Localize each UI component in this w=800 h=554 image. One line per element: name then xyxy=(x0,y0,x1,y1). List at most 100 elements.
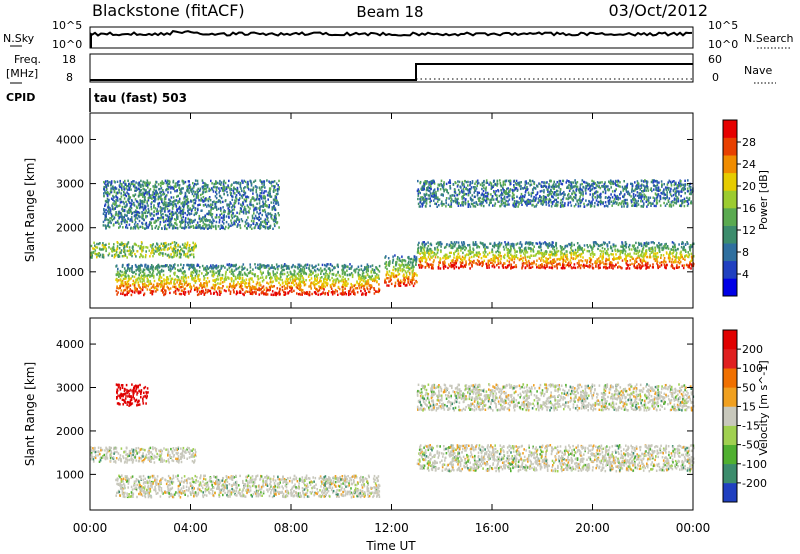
range-cell xyxy=(208,211,210,215)
range-cell xyxy=(202,188,205,191)
range-cell xyxy=(327,293,329,296)
range-cell xyxy=(190,253,193,256)
range-cell xyxy=(621,259,624,262)
range-cell xyxy=(362,276,365,279)
range-cell xyxy=(237,191,240,195)
range-cell xyxy=(504,262,506,265)
range-cell xyxy=(546,262,548,265)
range-cell xyxy=(124,277,126,280)
range-cell xyxy=(196,290,199,293)
range-cell xyxy=(623,248,626,251)
range-cell xyxy=(270,201,273,204)
range-cell xyxy=(415,279,417,283)
range-cell xyxy=(268,187,271,190)
range-cell xyxy=(182,271,185,274)
range-cell xyxy=(120,212,122,215)
range-cell xyxy=(251,216,254,220)
range-cell xyxy=(257,267,260,270)
range-cell xyxy=(319,276,322,280)
range-cell xyxy=(153,274,155,278)
range-cell xyxy=(354,268,356,271)
range-cell xyxy=(269,273,271,276)
range-cell xyxy=(122,273,125,277)
range-cell xyxy=(260,287,262,291)
range-cell xyxy=(243,267,245,270)
range-cell xyxy=(566,250,568,253)
range-cell xyxy=(395,275,398,278)
range-cell xyxy=(351,273,354,277)
range-cell xyxy=(515,243,518,246)
range-cell xyxy=(581,247,583,250)
range-cell xyxy=(221,226,224,229)
range-cell xyxy=(411,273,414,276)
range-cell xyxy=(125,286,128,289)
range-cell xyxy=(241,219,244,223)
range-cell xyxy=(263,182,265,185)
range-cell xyxy=(226,285,228,289)
range-cell xyxy=(457,241,460,244)
range-cell xyxy=(421,259,423,263)
range-cell xyxy=(199,290,201,293)
range-cell xyxy=(91,251,93,254)
range-cell xyxy=(199,220,201,223)
range-cell xyxy=(528,241,531,244)
range-cell xyxy=(169,270,172,273)
range-cell xyxy=(190,274,192,277)
range-cell xyxy=(378,283,380,286)
range-cell xyxy=(266,293,269,296)
range-cell xyxy=(342,266,344,270)
range-cell xyxy=(348,273,351,276)
range-cell xyxy=(105,243,107,246)
range-cell xyxy=(117,214,120,218)
range-cell xyxy=(568,261,570,265)
range-cell xyxy=(124,179,126,183)
range-cell xyxy=(221,220,224,223)
range-cell xyxy=(344,273,346,276)
cpid-mode: tau (fast) 503 xyxy=(94,91,187,105)
range-cell xyxy=(229,282,231,286)
range-cell xyxy=(331,293,334,296)
range-cell xyxy=(193,220,195,223)
range-cell xyxy=(127,185,129,188)
range-cell xyxy=(167,201,169,205)
range-cell xyxy=(168,182,170,186)
range-cell xyxy=(155,185,157,189)
range-cell xyxy=(407,275,410,279)
range-cell xyxy=(582,250,584,253)
range-cell xyxy=(520,254,522,257)
range-cell xyxy=(184,246,186,249)
range-cell xyxy=(174,211,177,214)
range-cell xyxy=(155,180,158,184)
range-cell xyxy=(662,261,665,264)
range-cell xyxy=(602,261,604,264)
range-cell xyxy=(274,224,276,228)
range-cell xyxy=(259,207,261,210)
range-cell xyxy=(570,249,573,252)
range-cell xyxy=(244,285,247,288)
range-cell xyxy=(256,217,259,220)
range-cell xyxy=(211,224,213,228)
range-cell xyxy=(305,279,307,282)
range-cell xyxy=(640,254,643,258)
range-cell xyxy=(592,245,595,248)
range-cell xyxy=(168,201,171,205)
range-cell xyxy=(186,255,189,258)
range-cell xyxy=(238,291,241,294)
range-cell xyxy=(388,280,390,283)
range-cell xyxy=(455,262,457,265)
range-cell xyxy=(183,244,186,248)
range-cell xyxy=(549,250,551,253)
range-cell xyxy=(148,193,150,196)
range-cell xyxy=(267,191,270,194)
range-cell xyxy=(260,223,262,226)
range-cell xyxy=(331,276,333,280)
range-cell xyxy=(141,280,144,284)
range-cell xyxy=(320,279,322,283)
range-cell xyxy=(206,272,208,275)
range-cell xyxy=(244,186,246,189)
range-cell xyxy=(179,254,182,258)
range-cell xyxy=(657,266,659,270)
range-cell xyxy=(569,259,572,262)
range-cell xyxy=(163,192,166,196)
